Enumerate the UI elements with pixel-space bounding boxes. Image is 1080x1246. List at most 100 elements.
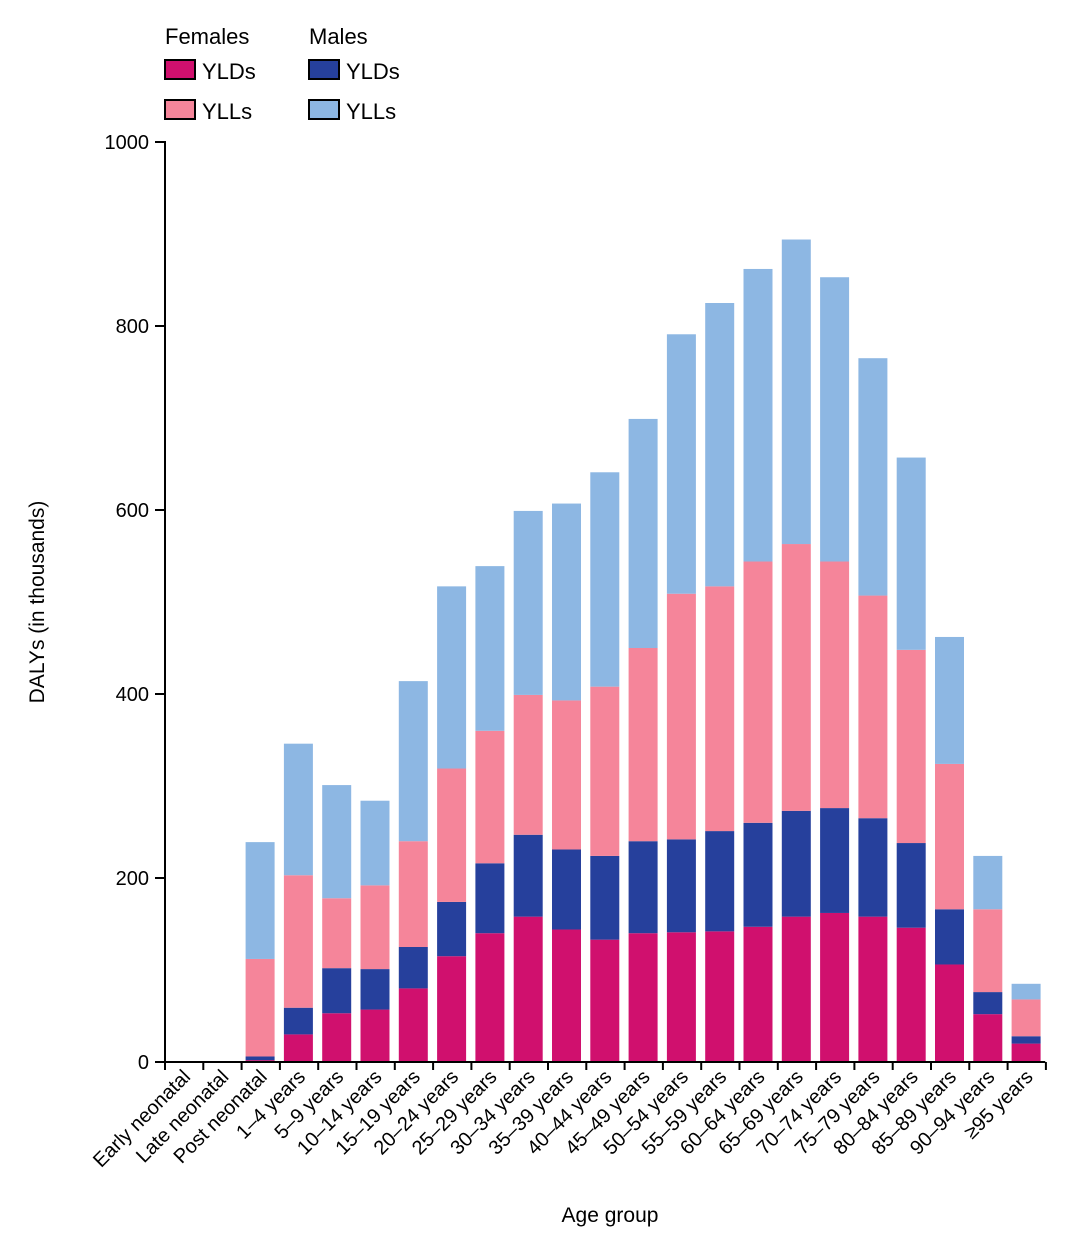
bar-segment — [781, 239, 811, 545]
y-tick-label: 200 — [116, 868, 149, 890]
bar-segment — [283, 743, 313, 876]
bar-segment — [437, 768, 467, 902]
bar-segment — [360, 969, 390, 1010]
bar-segment — [590, 686, 620, 856]
bar-stack — [322, 785, 352, 1062]
bar-segment — [705, 586, 735, 832]
legend-swatch — [164, 99, 196, 120]
legend-swatch — [308, 59, 340, 80]
bar-segment — [935, 964, 964, 1062]
legend-item-label: YLLs — [346, 99, 396, 124]
bar-stack — [781, 239, 811, 1062]
bar-segment — [513, 510, 543, 695]
bar-segment — [628, 418, 658, 648]
bar-stack — [360, 800, 390, 1062]
bar-segment — [705, 303, 735, 587]
bar-segment — [743, 268, 773, 562]
bar-segment — [820, 808, 850, 913]
bar-segment — [820, 277, 850, 562]
bar-segment — [245, 1056, 275, 1061]
legend: Females YLDs YLLs Males YLDs YLLs — [164, 24, 400, 124]
bar-segment — [437, 586, 467, 769]
bar-segment — [360, 1009, 390, 1062]
bar-segment — [322, 968, 352, 1014]
y-tick-label: 1000 — [105, 132, 150, 154]
bar-segment — [973, 909, 1003, 993]
y-tick-label: 0 — [138, 1052, 149, 1074]
bar-stack — [437, 586, 467, 1062]
bar-stack — [398, 681, 428, 1062]
bar-segment — [973, 855, 1003, 910]
bar-segment — [781, 810, 811, 917]
bar-segment — [513, 916, 543, 1062]
bar-segment — [398, 947, 428, 989]
legend-group-title: Females — [165, 24, 249, 49]
bar-segment — [1011, 1036, 1041, 1044]
bar-segment — [781, 544, 811, 811]
legend-swatch — [164, 59, 196, 80]
bar-segment — [705, 931, 735, 1062]
bar-segment — [896, 457, 926, 650]
bar-segment — [973, 1014, 1003, 1062]
bar-segment — [935, 636, 964, 764]
bar-stack — [973, 855, 1003, 1062]
bar-segment — [398, 988, 428, 1062]
bar-segment — [935, 763, 964, 910]
bar-segment — [360, 800, 390, 886]
bar-segment — [820, 912, 850, 1062]
bar-segment — [590, 939, 620, 1062]
bar-stack — [743, 268, 773, 1062]
bar-segment — [475, 730, 505, 864]
bar-segment — [666, 932, 696, 1062]
bar-segment — [245, 842, 275, 959]
legend-group-title: Males — [309, 24, 368, 49]
bar-segment — [743, 926, 773, 1062]
y-tick-label: 400 — [116, 684, 149, 706]
bar-segment — [781, 916, 811, 1062]
bar-segment — [513, 694, 543, 835]
bar-segment — [552, 503, 581, 701]
bar-stack — [245, 842, 275, 1062]
bar-segment — [743, 822, 773, 927]
bar-stack — [475, 566, 505, 1062]
bar-segment — [322, 785, 352, 899]
bar-segment — [896, 649, 926, 844]
bar-stack — [283, 743, 313, 1062]
bar-segment — [552, 849, 581, 930]
bar-segment — [475, 863, 505, 934]
bar-segment — [283, 1034, 313, 1062]
y-axis: 0 200 400 600 800 1000 — [105, 132, 166, 1074]
bar-segment — [283, 875, 313, 1008]
bar-segment — [935, 909, 964, 965]
bar-segment — [666, 334, 696, 594]
bar-segment — [666, 839, 696, 933]
bar-segment — [666, 593, 696, 840]
y-tick-label: 600 — [116, 500, 149, 522]
bar-stack — [666, 334, 696, 1062]
legend-item-label: YLDs — [202, 59, 256, 84]
bar-segment — [820, 561, 850, 809]
bar-stack — [820, 277, 850, 1062]
legend-item-label: YLLs — [202, 99, 252, 124]
bar-segment — [322, 898, 352, 969]
bar-segment — [590, 472, 620, 687]
bar-segment — [245, 958, 275, 1057]
y-tick-label: 800 — [116, 316, 149, 338]
bar-segment — [398, 681, 428, 842]
bar-segment — [705, 831, 735, 932]
bar-segment — [858, 818, 888, 917]
y-axis-label: DALYs (in thousands) — [26, 501, 49, 704]
bar-segment — [1011, 999, 1041, 1037]
bar-segment — [858, 358, 888, 596]
x-axis-label: Age group — [562, 1204, 659, 1227]
bar-segment — [628, 841, 658, 934]
bar-segment — [973, 992, 1003, 1015]
bar-segment — [743, 561, 773, 823]
bar-segment — [437, 956, 467, 1062]
bar-segment — [398, 841, 428, 947]
bar-segment — [552, 700, 581, 850]
bar-segment — [437, 901, 467, 957]
bar-segment — [628, 933, 658, 1062]
bar-segment — [475, 566, 505, 731]
